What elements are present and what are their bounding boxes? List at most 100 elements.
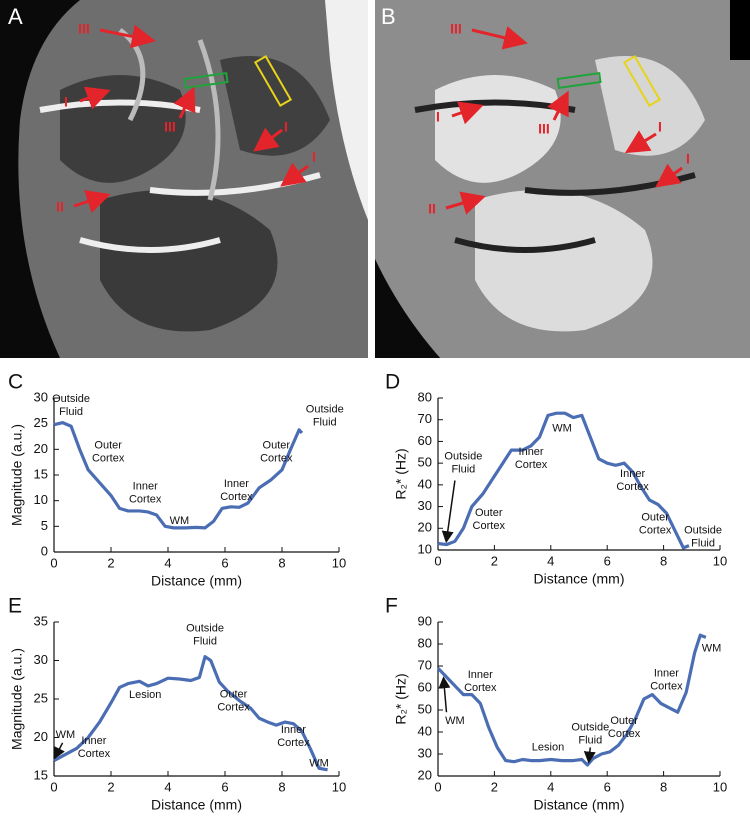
annotation: WM (702, 642, 722, 654)
y-tick-label: 60 (418, 433, 432, 448)
annotation-arrow (54, 742, 65, 760)
annotation: Lesion (129, 689, 161, 701)
annotation: Inner (281, 724, 306, 736)
y-tick-label: 5 (41, 518, 48, 533)
region-label: II (428, 201, 436, 217)
annotation: Outside (52, 393, 90, 405)
annotation: Inner (468, 669, 493, 681)
annotation: Cortex (473, 520, 506, 532)
x-tick-label: 2 (491, 553, 498, 568)
annotation: Outer (94, 439, 122, 451)
annotation: Inner (81, 735, 106, 747)
y-tick-label: 20 (418, 767, 432, 782)
region-label: I (658, 119, 662, 135)
y-tick-label: 15 (34, 767, 48, 782)
panel-label: D (385, 371, 400, 394)
y-tick-label: 30 (34, 652, 48, 667)
annotation: Cortex (515, 459, 548, 471)
x-tick-label: 4 (164, 555, 171, 570)
annotation: Cortex (277, 737, 310, 749)
y-axis-label: Magnitude (a.u.) (9, 424, 25, 526)
red-arrow (99, 24, 156, 49)
annotation: Outside (684, 524, 722, 536)
annotation: Cortex (92, 452, 125, 464)
x-tick-label: 10 (332, 779, 346, 794)
mri-image-a (0, 0, 368, 358)
red-arrow (451, 101, 484, 125)
annotation: Fluid (691, 537, 715, 549)
x-tick-label: 6 (604, 779, 611, 794)
panel-label: A (8, 4, 23, 29)
panel-label: E (8, 595, 22, 618)
annotation: Outside (444, 451, 482, 463)
y-axis-label: Magnitude (a.u.) (9, 648, 25, 750)
x-tick-label: 2 (107, 779, 114, 794)
y-tick-label: 30 (418, 745, 432, 760)
annotation: Inner (133, 480, 158, 492)
annotation-arrow (583, 747, 596, 764)
y-tick-label: 25 (34, 690, 48, 705)
region-label: I (686, 151, 690, 167)
y-tick-label: 80 (418, 635, 432, 650)
y-tick-label: 15 (34, 466, 48, 481)
x-axis-label: Distance (mm) (533, 797, 624, 813)
y-tick-label: 80 (418, 389, 432, 404)
region-label: III (450, 21, 462, 37)
annotation: Cortex (129, 493, 162, 505)
red-arrow (547, 90, 569, 121)
annotation: Lesion (532, 741, 564, 753)
annotation: WM (309, 758, 329, 770)
x-tick-label: 6 (221, 555, 228, 570)
annotation: Cortex (464, 682, 497, 694)
annotation: Inner (519, 446, 544, 458)
annotation: Cortex (616, 481, 649, 493)
x-tick-label: 8 (278, 555, 285, 570)
annotation: Cortex (220, 491, 253, 503)
x-tick-label: 8 (278, 779, 285, 794)
y-tick-label: 40 (418, 476, 432, 491)
y-tick-label: 90 (418, 613, 432, 628)
annotation: Outside (306, 403, 344, 415)
region-label: II (56, 199, 64, 215)
red-arrow (471, 26, 528, 50)
annotation: Cortex (78, 748, 111, 760)
annotation: Fluid (578, 735, 602, 747)
roi-box (253, 54, 293, 108)
x-tick-label: 6 (221, 779, 228, 794)
data-line (53, 421, 304, 530)
roi-box (622, 54, 662, 108)
x-tick-label: 4 (547, 553, 554, 568)
annotation: WM (445, 715, 465, 727)
y-tick-label: 60 (418, 679, 432, 694)
region-label: I (284, 119, 288, 135)
region-label: III (538, 121, 550, 137)
red-arrow (79, 86, 111, 110)
annotation: WM (170, 515, 190, 527)
region-label: I (436, 109, 440, 125)
panel-label: C (8, 371, 23, 394)
annotation: Outer (610, 715, 638, 727)
y-tick-label: 25 (34, 415, 48, 430)
x-tick-label: 4 (547, 779, 554, 794)
x-tick-label: 10 (713, 779, 727, 794)
annotation-arrow (438, 676, 451, 713)
red-arrow (173, 86, 196, 119)
annotation: Outer (641, 511, 669, 523)
y-tick-label: 35 (34, 613, 48, 628)
y-tick-label: 30 (418, 498, 432, 513)
x-tick-label: 8 (660, 553, 667, 568)
data-line (436, 633, 707, 767)
red-arrow (280, 162, 309, 187)
x-tick-label: 0 (434, 779, 441, 794)
annotation: Fluid (193, 635, 217, 647)
data-line (437, 411, 690, 550)
annotation: Fluid (59, 406, 83, 418)
y-tick-label: 70 (418, 411, 432, 426)
annotation: Cortex (650, 681, 683, 693)
annotation: Inner (654, 668, 679, 680)
annotation: Outer (220, 689, 248, 701)
y-tick-label: 0 (41, 543, 48, 558)
annotation-arrow (441, 480, 456, 544)
x-tick-label: 2 (491, 779, 498, 794)
red-arrow (73, 190, 111, 213)
